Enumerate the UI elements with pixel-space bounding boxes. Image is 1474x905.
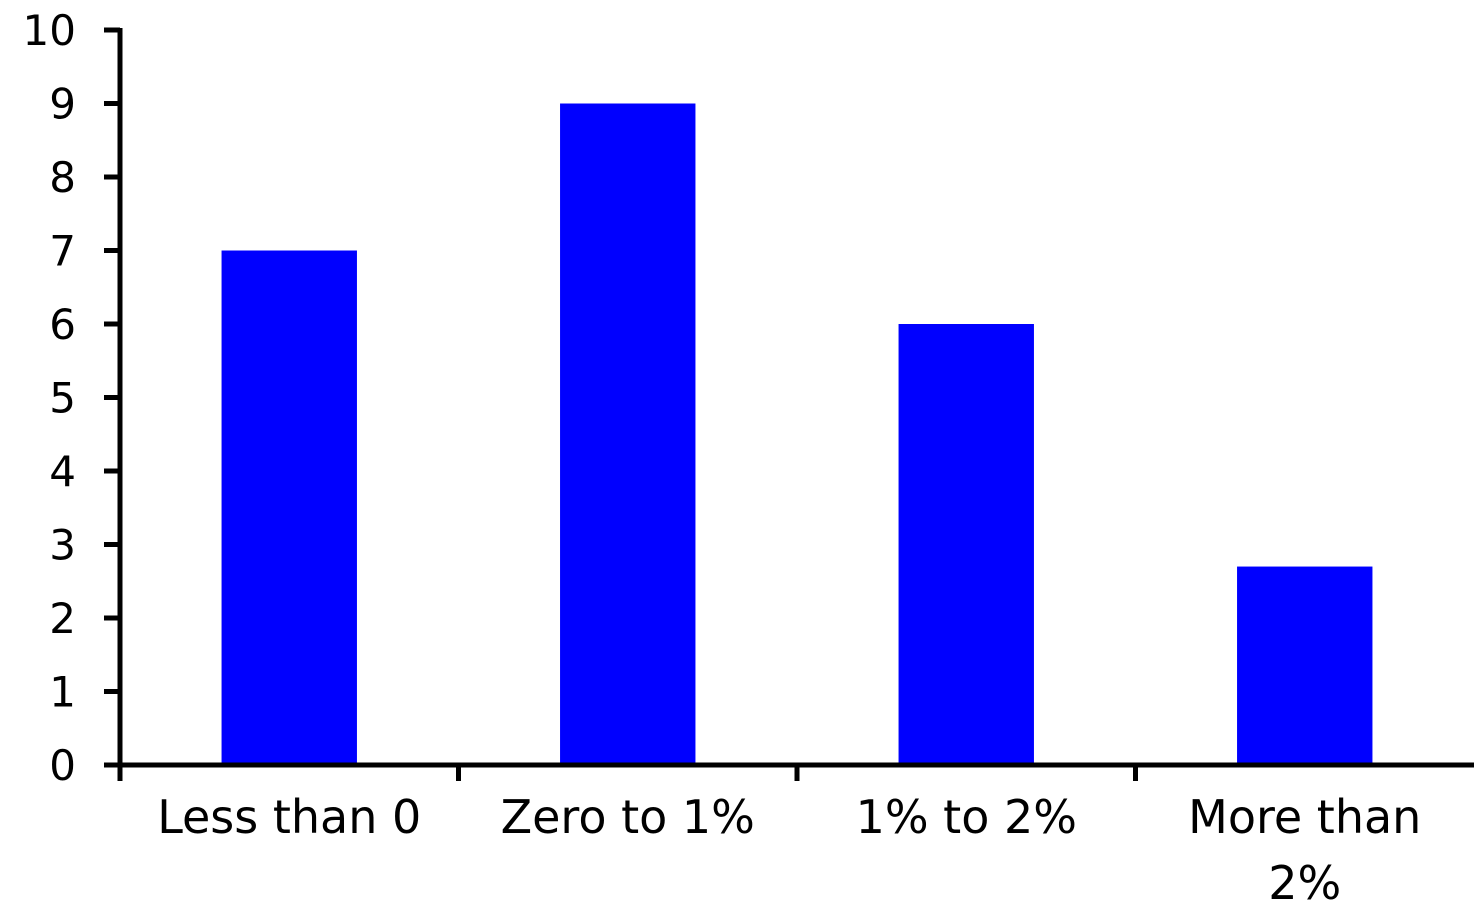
bar-1 <box>221 250 357 765</box>
y-tick-label: 1 <box>49 668 76 717</box>
x-category-label: More than 2% <box>1188 790 1421 905</box>
y-tick-label: 2 <box>49 594 76 643</box>
y-tick-label: 10 <box>23 6 76 55</box>
y-tick-label: 4 <box>49 447 76 496</box>
bar-3 <box>898 324 1034 765</box>
x-category-label: Zero to 1% <box>501 790 755 844</box>
bar-4 <box>1237 566 1373 765</box>
x-category-label: Less than 0 <box>157 790 421 844</box>
bars-group <box>221 103 1373 765</box>
x-labels-group: Less than 0 Zero to 1% 1% to 2% More than 2% <box>157 790 1421 905</box>
y-tick-label: 6 <box>49 300 76 349</box>
x-category-label: 1% to 2% <box>856 790 1077 844</box>
bar-2 <box>560 103 696 765</box>
y-tick-label: 7 <box>49 227 76 276</box>
y-tick-label: 8 <box>49 153 76 202</box>
y-tick-label: 3 <box>49 521 76 570</box>
y-tick-label: 0 <box>49 741 76 790</box>
y-ticks-group: 0 1 2 3 4 5 6 7 8 9 10 <box>23 6 120 790</box>
y-tick-label: 5 <box>49 374 76 423</box>
y-tick-label: 9 <box>49 80 76 129</box>
